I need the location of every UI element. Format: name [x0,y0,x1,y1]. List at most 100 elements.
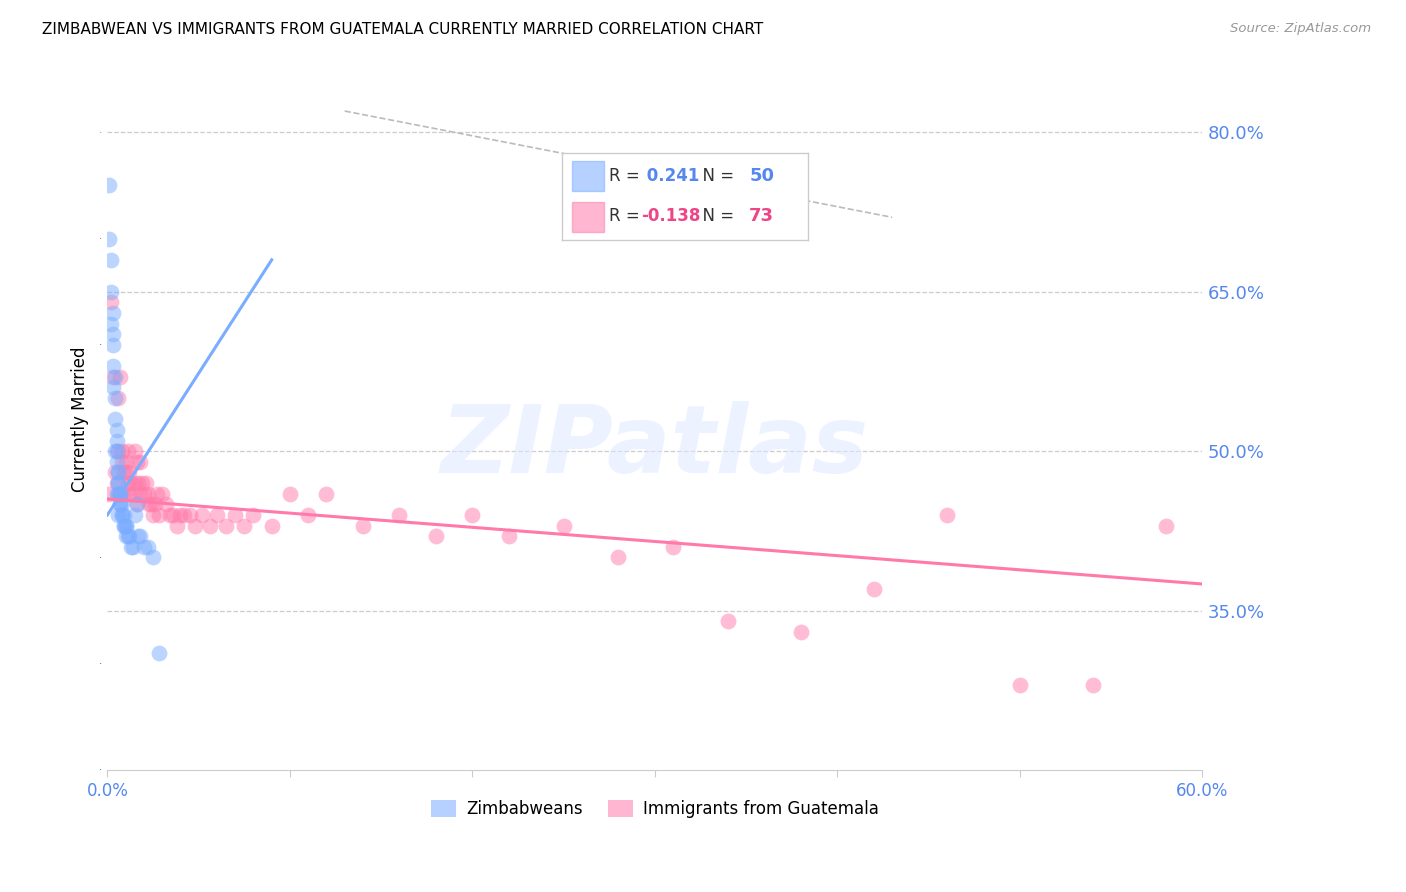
Point [662,540,685,554]
Point [114,518,136,533]
Point [114,455,136,469]
Point [100,317,122,331]
Point [111,444,134,458]
Point [125,455,148,469]
Point [112,518,135,533]
Point [127,476,149,491]
Point [114,518,136,533]
Point [101,369,124,384]
Point [425,529,447,543]
Point [315,486,337,500]
Point [98,486,121,500]
Point [100,295,122,310]
Point [131,476,153,491]
Point [101,380,124,394]
Point [124,444,146,458]
Point [1154,518,1177,533]
Point [790,624,813,639]
Point [498,529,520,543]
Point [110,486,132,500]
Point [863,582,886,597]
Legend: Zimbabweans, Immigrants from Guatemala: Zimbabweans, Immigrants from Guatemala [425,793,886,825]
Point [173,508,195,522]
Point [112,486,135,500]
Point [111,497,134,511]
Point [260,518,283,533]
Point [155,497,177,511]
Point [122,540,145,554]
Point [105,434,128,448]
Point [105,486,128,500]
Point [118,486,141,500]
Point [101,306,124,320]
Point [936,508,959,522]
Point [110,486,132,500]
Point [114,466,136,480]
Point [112,508,135,522]
Point [117,529,139,543]
Point [198,518,221,533]
Point [101,338,124,352]
Point [107,391,129,405]
Point [129,486,152,500]
Point [553,518,575,533]
Point [278,486,301,500]
Point [124,508,146,522]
Point [118,529,141,543]
Point [145,486,167,500]
Point [138,497,160,511]
Point [110,497,132,511]
Point [191,508,214,522]
Point [166,518,188,533]
Text: ZIMBABWEAN VS IMMIGRANTS FROM GUATEMALA CURRENTLY MARRIED CORRELATION CHART: ZIMBABWEAN VS IMMIGRANTS FROM GUATEMALA … [42,22,763,37]
Point [184,518,207,533]
Point [1081,678,1104,692]
Point [111,508,134,522]
Point [1008,678,1031,692]
Point [101,359,124,373]
Point [132,486,155,500]
Point [215,518,238,533]
Point [105,444,128,458]
Point [104,369,127,384]
Point [107,466,129,480]
Point [297,508,319,522]
Point [107,466,129,480]
Point [114,529,136,543]
Point [352,518,374,533]
Point [98,231,121,245]
Point [101,327,124,342]
Point [127,529,149,543]
Point [112,466,135,480]
Point [142,550,165,565]
Point [105,476,128,491]
Point [148,646,170,660]
Point [717,614,740,628]
Point [104,466,127,480]
Point [205,508,228,522]
Point [110,497,132,511]
Point [224,508,246,522]
Point [159,508,181,522]
Point [105,423,128,437]
Point [117,444,139,458]
Point [242,508,264,522]
Point [125,497,148,511]
Point [107,476,129,491]
Point [135,476,157,491]
Point [100,252,122,267]
Y-axis label: Currently Married: Currently Married [72,346,89,492]
Point [607,550,630,565]
Point [111,508,134,522]
Point [143,497,166,511]
Point [120,540,142,554]
Point [150,486,173,500]
Point [136,486,159,500]
Point [104,444,127,458]
Point [148,508,170,522]
Point [388,508,411,522]
Point [107,476,129,491]
Point [98,178,121,193]
Point [122,486,145,500]
Point [111,455,134,469]
